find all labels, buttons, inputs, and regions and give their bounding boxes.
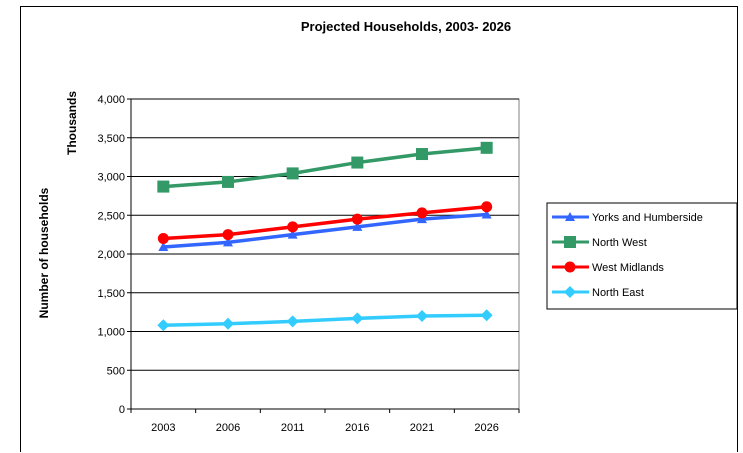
data-point-yorks-and-humberside [417, 214, 427, 224]
y-tick-label: 1,000 [97, 327, 125, 339]
data-point-yorks-and-humberside [158, 242, 169, 252]
chart-title: Projected Households, 2003- 2026 [301, 19, 511, 34]
data-point-west-midlands [287, 221, 299, 233]
data-point-north-east [351, 312, 364, 325]
x-tick-label: 2006 [216, 422, 240, 434]
data-point-yorks-and-humberside [287, 229, 298, 239]
data-point-north-west [157, 180, 170, 193]
data-point-north-east [416, 310, 428, 322]
data-point-yorks-and-humberside [352, 221, 363, 231]
data-point-north-east [157, 319, 170, 332]
legend-label-north-east: North East [592, 287, 644, 299]
x-tick-label: 2026 [474, 422, 498, 434]
data-point-north-east [480, 309, 493, 322]
series-line-north-east [163, 313, 487, 328]
data-point-north-west [351, 156, 364, 169]
series-line-north-west [163, 146, 487, 189]
data-point-west-midlands [481, 201, 493, 213]
data-point-north-east [286, 315, 299, 328]
legend-label-yorks-and-humberside: Yorks and Humberside [592, 212, 703, 224]
data-point-north-west [222, 175, 234, 188]
legend-marker-north-east [564, 286, 576, 298]
line-chart: Projected Households, 2003- 2026 Number … [37, 19, 738, 434]
x-tick-label: 2003 [151, 422, 175, 434]
data-point-west-midlands [157, 233, 169, 244]
legend: Yorks and Humberside North West West Midla… [546, 202, 738, 310]
legend-marker-west-midlands [564, 261, 576, 273]
y-tick-label: 4,000 [97, 94, 125, 106]
legend-label-west-midlands: West Midlands [592, 262, 664, 274]
data-point-north-west [416, 148, 428, 161]
y-tick-label: 3,000 [97, 172, 125, 184]
y-tick-label: 2,500 [97, 210, 125, 222]
y-axis-title: Number of households [37, 187, 51, 318]
data-point-west-midlands [222, 229, 234, 241]
data-point-north-west [480, 141, 493, 154]
plot-area: 0 500 1,000 1,500 2,000 2,500 3,000 3,500 4,000 2… [97, 94, 520, 434]
y-tick-label: 1,500 [97, 288, 125, 300]
legend-marker-north-west [564, 236, 576, 248]
data-point-west-midlands [416, 207, 428, 219]
y-tick-label: 500 [107, 365, 125, 377]
data-point-north-west [286, 167, 299, 180]
y-tick-label: 0 [119, 404, 125, 416]
y-axis-unit: Thousands [65, 91, 79, 155]
y-tick-label: 3,500 [97, 133, 125, 145]
chart-area: Projected Households, 2003- 2026 Number … [20, 6, 738, 452]
legend-marker-yorks-and-humberside [565, 212, 575, 221]
data-point-yorks-and-humberside [481, 209, 492, 219]
x-tick-label: 2011 [281, 422, 305, 434]
series-line-west-midlands [163, 204, 487, 241]
x-tick-label: 2021 [410, 422, 434, 434]
data-point-yorks-and-humberside [223, 237, 233, 247]
data-point-west-midlands [351, 213, 363, 225]
y-tick-label: 2,000 [97, 249, 125, 261]
legend-label-north-west: North West [592, 237, 647, 249]
x-tick-label: 2016 [345, 422, 369, 434]
series-line-yorks-and-humberside [163, 212, 487, 249]
data-point-north-east [222, 317, 234, 330]
